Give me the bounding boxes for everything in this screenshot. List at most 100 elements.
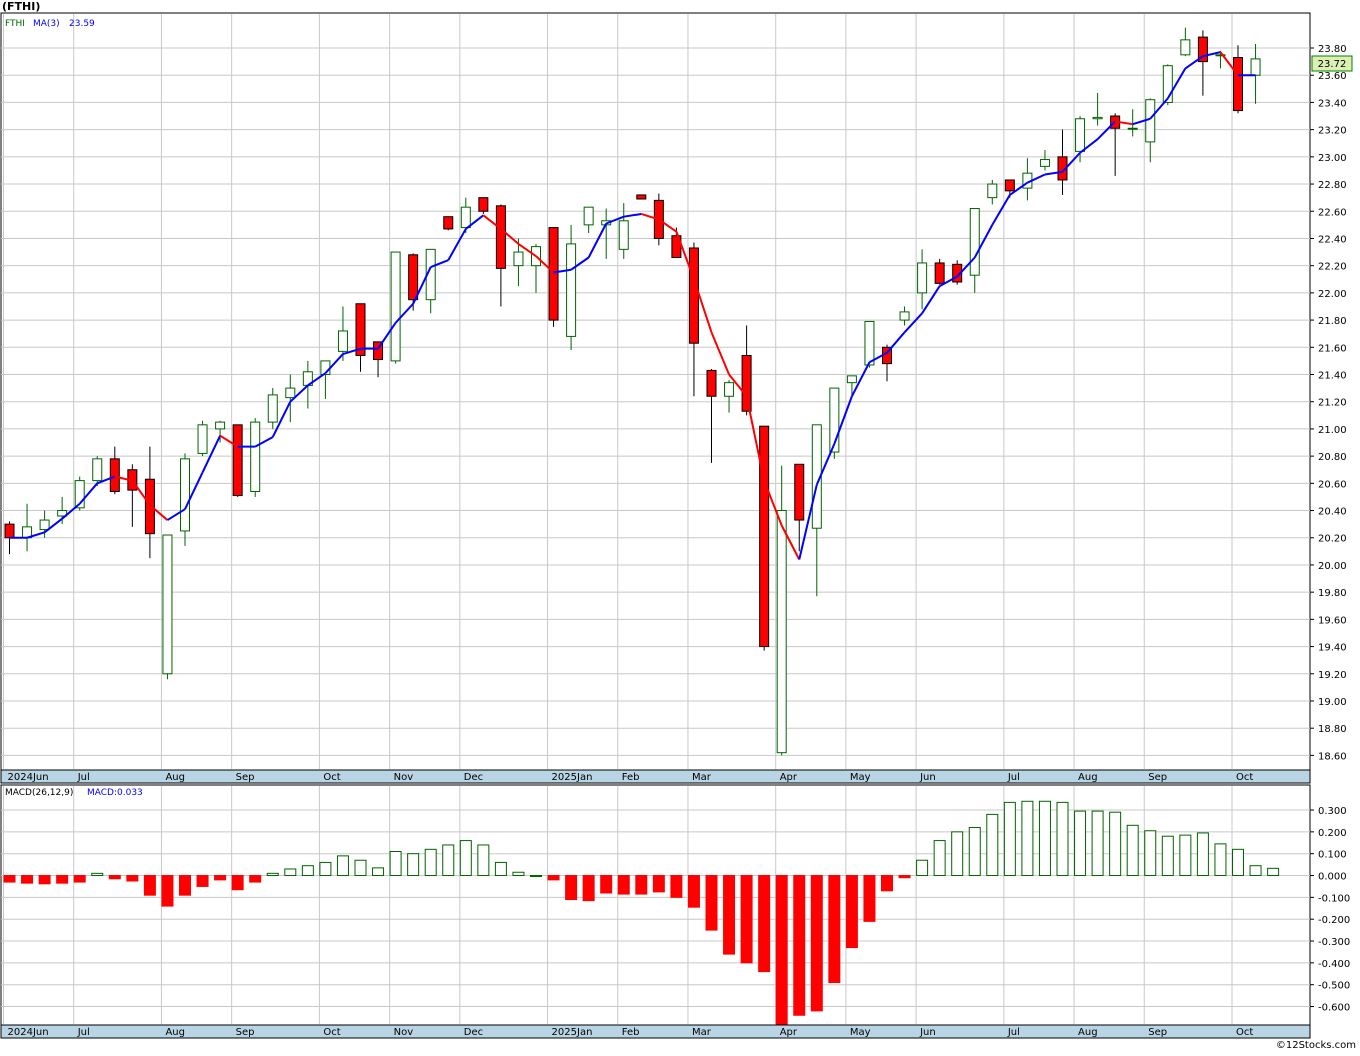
- ma-segment: [1079, 138, 1099, 154]
- macd-tick-label: -0.500: [1318, 981, 1350, 992]
- candle: [1233, 45, 1243, 114]
- macd-bar-negative: [3, 875, 16, 883]
- x-tick-label: Jun: [919, 772, 936, 783]
- ma-segment: [517, 243, 537, 257]
- ma-segment: [78, 482, 99, 505]
- macd-x-tick-label: Oct: [323, 1027, 340, 1038]
- macd-tick-label: 0.000: [1318, 872, 1347, 883]
- candle-body-up: [250, 421, 261, 492]
- candle: [829, 387, 840, 459]
- x-tick-label: May: [850, 772, 871, 783]
- candle: [197, 420, 208, 457]
- macd-bar-negative: [547, 875, 560, 881]
- candle-body-up: [92, 458, 103, 482]
- candle: [390, 251, 401, 364]
- macd-bar-negative: [740, 875, 753, 964]
- price-tick-label: 23.00: [1318, 153, 1347, 164]
- price-tick-label: 20.80: [1318, 452, 1347, 463]
- ma-segment: [219, 434, 239, 448]
- macd-bar-positive: [407, 853, 420, 877]
- last-price-badge: [1311, 55, 1353, 72]
- candle: [1197, 30, 1208, 96]
- x-tick-label: Jul: [77, 772, 90, 783]
- candle-body-down: [636, 194, 647, 200]
- price-tick-label: 22.60: [1318, 207, 1347, 218]
- candle: [285, 374, 296, 423]
- ma-segment: [1114, 120, 1133, 126]
- ma-segment: [1166, 67, 1187, 99]
- price-tick-label: 21.40: [1318, 370, 1347, 381]
- ma-segment: [570, 256, 590, 271]
- price-tick-label: 19.20: [1318, 670, 1347, 681]
- candle-body-up: [724, 382, 735, 397]
- ma-segment: [114, 475, 133, 482]
- ma-segment: [307, 372, 326, 387]
- candle-body-up: [1250, 58, 1261, 76]
- ma-segment: [1096, 120, 1116, 140]
- ma-segment: [96, 475, 116, 485]
- ma-segment: [500, 228, 520, 245]
- macd-bar-positive: [512, 871, 525, 877]
- macd-bar-positive: [1056, 801, 1069, 877]
- candle-body-up: [566, 243, 577, 337]
- ma-segment: [587, 223, 608, 258]
- candle: [513, 238, 524, 287]
- candle-body-up: [1145, 99, 1156, 143]
- candle-body-up: [162, 534, 173, 675]
- ma-segment: [921, 285, 941, 314]
- candle-body-up: [618, 220, 629, 250]
- price-panel: [0, 12, 1311, 771]
- candle: [1127, 109, 1138, 137]
- candle-body-down: [1233, 57, 1243, 112]
- macd-x-tick-label: Mar: [692, 1027, 712, 1038]
- candle-body-down: [443, 216, 454, 230]
- ma-segment: [201, 435, 222, 473]
- candle: [215, 420, 226, 443]
- macd-bar-positive: [494, 861, 507, 877]
- candle-body-down: [478, 197, 489, 212]
- macd-bar-positive: [442, 844, 455, 877]
- macd-bar-negative: [179, 875, 191, 896]
- ma-segment: [745, 396, 766, 481]
- ma-segment: [851, 361, 871, 397]
- ma-segment: [1026, 173, 1046, 184]
- candle: [180, 453, 190, 546]
- candle-body-down: [794, 463, 805, 521]
- macd-bar-negative: [845, 875, 858, 949]
- candle: [162, 534, 173, 680]
- candle: [495, 204, 506, 307]
- candle: [846, 375, 857, 395]
- candle-body-up: [390, 251, 401, 362]
- x-tick-label: Nov: [394, 772, 414, 783]
- ma-segment: [430, 259, 449, 268]
- ma-segment: [412, 266, 432, 305]
- candle-body-up: [1215, 54, 1226, 57]
- candle-body-down: [688, 247, 699, 344]
- macd-bar-positive: [372, 867, 385, 877]
- x-tick-label: Oct: [1236, 772, 1253, 783]
- macd-bar-positive: [933, 840, 946, 877]
- macd-tick-label: -0.200: [1318, 915, 1350, 926]
- candle-body-up: [1180, 39, 1191, 56]
- ma-segment: [447, 228, 467, 261]
- ma-segment: [868, 351, 888, 364]
- x-tick-label: 2025Jan: [552, 772, 593, 783]
- ma-segment: [271, 401, 292, 438]
- candle-body-up: [337, 330, 348, 352]
- candle: [1092, 92, 1103, 126]
- price-tick-label: 22.20: [1318, 262, 1347, 273]
- macd-bar-positive: [1074, 810, 1087, 877]
- candle-body-down: [1004, 179, 1015, 192]
- candle-body-up: [215, 421, 226, 430]
- macd-x-axis-band: [0, 1024, 1311, 1039]
- price-tick-label: 23.20: [1318, 126, 1347, 137]
- ma-segment: [1061, 152, 1081, 173]
- macd-bar-positive: [968, 826, 981, 877]
- ma-segment: [553, 268, 572, 274]
- ma-segment: [184, 472, 204, 510]
- macd-tick-label: -0.300: [1318, 937, 1350, 948]
- candle: [478, 197, 489, 214]
- candle: [408, 253, 419, 311]
- ma-segment: [675, 231, 695, 280]
- candle-body-up: [1039, 159, 1050, 167]
